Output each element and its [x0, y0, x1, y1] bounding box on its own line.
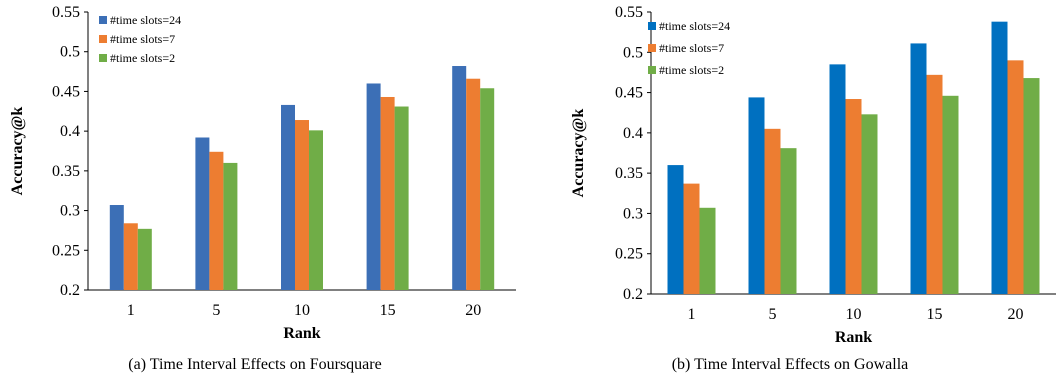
- y-tick-label: 0.2: [60, 282, 80, 299]
- bar-time-slots-7-rank-5: [209, 151, 224, 290]
- y-tick-label: 0.35: [52, 163, 80, 180]
- bar-time-slots-2-rank-5: [780, 148, 797, 294]
- bar-time-slots-2-rank-15: [942, 95, 959, 295]
- y-tick-label: 0.25: [52, 242, 80, 259]
- bar-time-slots-2-rank-5: [223, 162, 238, 290]
- y-tick-label: 0.2: [623, 286, 643, 303]
- chart-panel-gowalla: 0.2 0.25 0.3 0.35 0.4 0.45 0.5 0.55 1 5 10 15 20 Rank…: [528, 0, 1056, 381]
- bar-time-slots-7-rank-20: [466, 78, 481, 290]
- y-tick-label: 0.5: [60, 44, 80, 61]
- bar-time-slots-24-rank-1: [667, 165, 684, 294]
- bar-time-slots-24-rank-10: [829, 64, 846, 294]
- y-tick-label: 0.35: [615, 165, 643, 182]
- bar-time-slots-24-rank-5: [748, 97, 765, 294]
- legend-swatch: [648, 44, 656, 52]
- x-tick-label: 5: [769, 306, 777, 323]
- bar-time-slots-24-rank-20: [991, 21, 1008, 294]
- y-tick-label: 0.55: [52, 4, 80, 21]
- y-tick-label: 0.55: [615, 4, 643, 21]
- chart-panel-foursquare: 0.2 0.25 0.3 0.35 0.4 0.45 0.5 0.55 1 5 10 15 20 Rank…: [9, 4, 516, 373]
- bar-time-slots-7-rank-15: [380, 96, 395, 290]
- y-tick-label: 0.45: [52, 83, 80, 100]
- bar-time-slots-24-rank-20: [452, 66, 467, 290]
- bar-time-slots-7-rank-20: [1007, 60, 1024, 294]
- x-tick-label: 15: [380, 302, 396, 319]
- legend-label: #time slots=24: [659, 19, 730, 33]
- bar-chart-foursquare: 0.20.250.30.350.40.450.50.551 5 10 15 20Rank…: [9, 4, 516, 373]
- bar-time-slots-2-rank-1: [137, 228, 152, 290]
- x-axis-title: Rank: [283, 325, 320, 342]
- legend-label: #time slots=7: [659, 41, 724, 55]
- x-axis-title: Rank: [835, 329, 872, 346]
- chart-legend: #time slots=24 #time slots=7 #time slots=2: [99, 13, 181, 65]
- y-tick-label: 0.3: [623, 205, 643, 222]
- bar-time-slots-24-rank-15: [366, 83, 381, 290]
- x-tick-label: 1: [127, 302, 135, 319]
- bar-time-slots-7-rank-1: [683, 183, 700, 294]
- bar-chart-gowalla: 0.20.250.30.350.40.450.50.551 5 10 15 20Rank…: [570, 4, 1056, 373]
- y-axis-title: Accuracy@k: [9, 107, 26, 196]
- bar-time-slots-2-rank-20: [1023, 78, 1040, 294]
- y-tick-label: 0.4: [623, 125, 643, 142]
- bar-time-slots-24-rank-10: [281, 104, 295, 290]
- legend-swatch: [648, 66, 656, 74]
- legend-label: #time slots=2: [659, 63, 724, 77]
- y-tick-label: 0.45: [615, 85, 643, 102]
- x-tick-label: 10: [846, 306, 862, 323]
- bar-time-slots-24-rank-15: [910, 43, 927, 295]
- bar-time-slots-2-rank-15: [394, 106, 409, 291]
- bar-time-slots-24-rank-1: [109, 205, 124, 290]
- y-axis-title: Accuracy@k: [570, 109, 587, 198]
- x-tick-label: 5: [212, 302, 220, 319]
- x-tick-label: 20: [465, 302, 481, 319]
- bar-time-slots-24-rank-5: [195, 137, 210, 290]
- y-tick-label: 0.25: [615, 246, 643, 263]
- y-tick-label: 0.5: [623, 44, 643, 61]
- bar-time-slots-7-rank-1: [123, 223, 138, 290]
- x-tick-label: 10: [294, 302, 310, 319]
- bar-time-slots-2-rank-1: [699, 207, 716, 294]
- legend-swatch: [648, 22, 656, 30]
- bar-time-slots-7-rank-15: [926, 74, 943, 295]
- x-tick-label: 1: [688, 306, 696, 323]
- bar-time-slots-2-rank-10: [861, 114, 878, 294]
- bar-time-slots-7-rank-10: [845, 99, 862, 294]
- y-tick-label: 0.3: [60, 203, 80, 220]
- x-tick-label: 15: [927, 306, 943, 323]
- x-tick-label: 20: [1008, 306, 1024, 323]
- legend-label: #time slots=2: [110, 51, 175, 65]
- bar-time-slots-7-rank-10: [295, 120, 309, 290]
- legend-label: #time slots=24: [110, 13, 181, 27]
- legend-swatch: [99, 54, 107, 62]
- legend-swatch: [99, 35, 107, 43]
- bar-time-slots-2-rank-20: [480, 88, 495, 290]
- legend-label: #time slots=7: [110, 32, 175, 46]
- legend-swatch: [99, 16, 107, 24]
- y-tick-label: 0.4: [60, 123, 80, 140]
- chart-legend: #time slots=24 #time slots=7 #time slots=2: [648, 19, 730, 77]
- figure-caption: (b) Time Interval Effects on Gowalla: [672, 356, 909, 373]
- figure-caption: (a) Time Interval Effects on Foursquare: [128, 356, 381, 373]
- bar-time-slots-2-rank-10: [309, 130, 323, 290]
- bar-time-slots-7-rank-5: [764, 128, 781, 294]
